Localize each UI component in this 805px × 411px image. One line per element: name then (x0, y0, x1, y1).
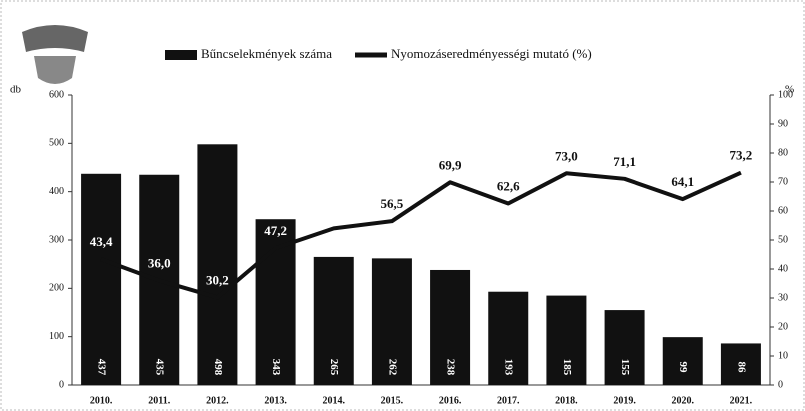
y2-tick-label: 50 (778, 234, 788, 245)
bar-value-label: 193 (503, 359, 515, 376)
line-value-label: 62,6 (497, 178, 520, 193)
logo (22, 25, 88, 84)
bar-value-label: 238 (445, 359, 457, 376)
line-value-label: 47,2 (264, 223, 287, 238)
y-tick-label: 100 (49, 331, 64, 342)
y-tick-label: 200 (49, 283, 64, 294)
line-value-label: 69,9 (439, 157, 462, 172)
x-tick-label: 2015. (381, 395, 404, 406)
x-tick-label: 2013. (264, 395, 287, 406)
x-tick-label: 2017. (497, 395, 520, 406)
line-value-label: 36,0 (148, 256, 171, 271)
x-tick-label: 2016. (439, 395, 462, 406)
line-value-label: 64,1 (671, 174, 694, 189)
bar (430, 269, 471, 385)
y2-tick-label: 30 (778, 292, 788, 303)
y-tick-label: 600 (49, 89, 64, 100)
x-tick-label: 2019. (613, 395, 636, 406)
legend-label: Nyomozáseredményességi mutató (%) (391, 46, 592, 61)
line-value-label: 43,4 (90, 234, 113, 249)
y2-tick-label: 60 (778, 205, 788, 216)
bar-value-label: 99 (677, 362, 689, 374)
y2-tick-label: 40 (778, 263, 788, 274)
y-tick-label: 0 (59, 379, 64, 390)
bar (546, 295, 587, 385)
legend-label: Bűncselekmények száma (201, 46, 332, 61)
y2-tick-label: 0 (778, 379, 783, 390)
line (100, 170, 742, 300)
y2-tick-label: 80 (778, 147, 788, 158)
bar-value-label: 155 (619, 359, 631, 376)
legend-swatch (165, 50, 197, 60)
line-value-label: 73,0 (555, 148, 578, 163)
line-value-label: 30,2 (206, 272, 229, 287)
bar (488, 291, 529, 385)
line-value-label: 73,2 (730, 148, 753, 163)
y-tick-label: 500 (49, 138, 64, 149)
y2-tick-label: 100 (778, 89, 793, 100)
bar (313, 256, 354, 385)
bar-value-label: 435 (154, 359, 166, 376)
x-tick-label: 2012. (206, 395, 229, 406)
y2-tick-label: 70 (778, 176, 788, 187)
bar-value-label: 262 (386, 359, 398, 376)
y2-tick-label: 90 (778, 118, 788, 129)
x-tick-label: 2018. (555, 395, 578, 406)
x-tick-label: 2020. (672, 395, 695, 406)
x-tick-label: 2010. (90, 395, 113, 406)
bar (604, 310, 645, 385)
bar-value-label: 185 (561, 359, 573, 376)
bar-value-label: 437 (96, 359, 108, 376)
x-tick-label: 2021. (730, 395, 753, 406)
y-tick-label: 300 (49, 234, 64, 245)
bar-value-label: 265 (328, 359, 340, 376)
bar-value-label: 343 (270, 359, 282, 376)
bar (720, 343, 761, 385)
x-tick-label: 2014. (323, 395, 346, 406)
y-tick-label: 400 (49, 186, 64, 197)
y-axis-label: db (10, 84, 22, 96)
bar (197, 144, 238, 385)
bar (81, 173, 122, 385)
y2-tick-label: 20 (778, 321, 788, 332)
bar (662, 337, 703, 385)
line-value-label: 71,1 (613, 154, 636, 169)
y2-axis-label: % (785, 84, 794, 96)
line-value-label: 56,5 (381, 196, 404, 211)
bar (371, 258, 412, 385)
x-tick-label: 2011. (148, 395, 170, 406)
bar-value-label: 86 (735, 362, 747, 374)
bar-value-label: 498 (212, 359, 224, 376)
y2-tick-label: 10 (778, 350, 788, 361)
